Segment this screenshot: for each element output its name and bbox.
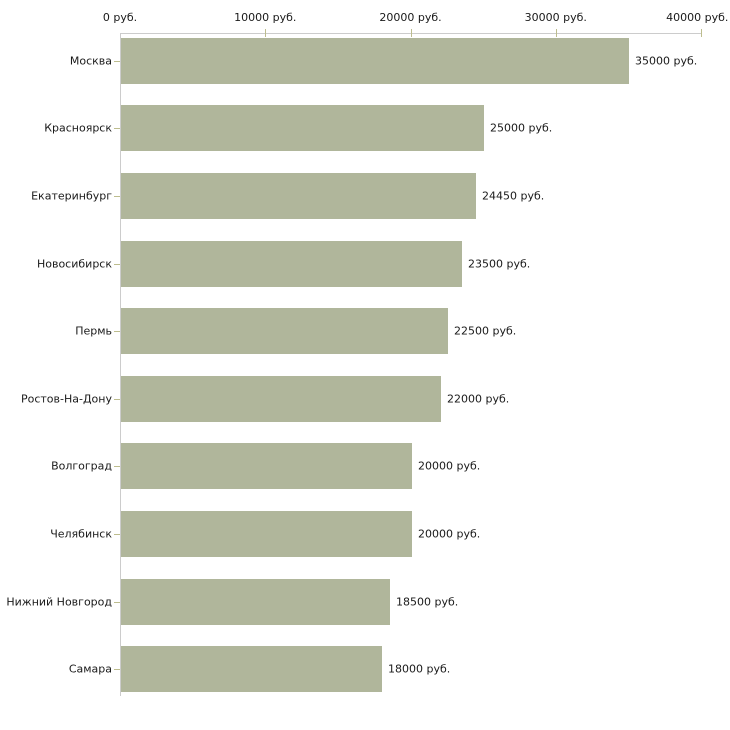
category-tick-mark bbox=[114, 669, 120, 671]
category-label: Ростов-На-Дону bbox=[20, 392, 112, 406]
bar bbox=[121, 646, 382, 693]
category-tick-mark bbox=[114, 601, 120, 603]
category-tick-mark bbox=[114, 331, 120, 333]
category-tick-mark bbox=[114, 60, 120, 62]
value-label: 22500 руб. bbox=[454, 324, 517, 338]
bar bbox=[121, 37, 629, 84]
value-label: 18500 руб. bbox=[396, 595, 459, 609]
value-label: 20000 руб. bbox=[418, 527, 481, 541]
category-label: Челябинск bbox=[50, 527, 112, 541]
bar-row: Ростов-На-Дону 22000 руб. bbox=[0, 365, 730, 433]
x-tick-label: 10000 руб. bbox=[234, 11, 297, 24]
category-label: Волгоград bbox=[51, 459, 112, 473]
value-label: 35000 руб. bbox=[635, 54, 698, 68]
value-label: 24450 руб. bbox=[482, 189, 545, 203]
bar-row: Новосибирск 23500 руб. bbox=[0, 230, 730, 298]
x-tick-mark bbox=[555, 29, 557, 37]
bar-row: Волгоград 20000 руб. bbox=[0, 433, 730, 501]
bar bbox=[121, 578, 390, 625]
plot-area: Москва 35000 руб. Красноярск 25000 руб. … bbox=[0, 27, 730, 703]
bar-row: Екатеринбург 24450 руб. bbox=[0, 162, 730, 230]
category-tick-mark bbox=[114, 398, 120, 400]
x-tick-label: 0 руб. bbox=[102, 11, 138, 24]
category-tick-mark bbox=[114, 263, 120, 265]
x-tick-label: 20000 руб. bbox=[379, 11, 442, 24]
x-tick-label: 40000 руб. bbox=[666, 11, 729, 24]
bar bbox=[121, 510, 412, 557]
bar bbox=[121, 172, 476, 219]
x-tick-mark bbox=[265, 29, 267, 37]
bar bbox=[121, 308, 448, 355]
value-label: 18000 руб. bbox=[388, 662, 451, 676]
bar-row: Москва 35000 руб. bbox=[0, 27, 730, 95]
category-label: Красноярск bbox=[44, 121, 112, 135]
category-label: Нижний Новгород bbox=[6, 595, 112, 609]
bar-row: Челябинск 20000 руб. bbox=[0, 500, 730, 568]
bar-row: Нижний Новгород 18500 руб. bbox=[0, 568, 730, 636]
bar bbox=[121, 240, 462, 287]
value-label: 20000 руб. bbox=[418, 459, 481, 473]
x-tick-mark bbox=[410, 29, 412, 37]
bar bbox=[121, 105, 484, 152]
bar-row: Красноярск 25000 руб. bbox=[0, 95, 730, 163]
category-label: Новосибирск bbox=[36, 257, 112, 271]
bar bbox=[121, 443, 412, 490]
category-label: Екатеринбург bbox=[31, 189, 112, 203]
x-tick-label: 30000 руб. bbox=[524, 11, 587, 24]
category-label: Москва bbox=[69, 54, 112, 68]
value-label: 22000 руб. bbox=[447, 392, 510, 406]
category-tick-mark bbox=[114, 466, 120, 468]
category-label: Самара bbox=[68, 662, 112, 676]
bar-row: Пермь 22500 руб. bbox=[0, 297, 730, 365]
category-tick-mark bbox=[114, 195, 120, 197]
x-tick-mark bbox=[701, 29, 702, 37]
value-label: 23500 руб. bbox=[468, 257, 531, 271]
bar bbox=[121, 375, 441, 422]
category-label: Пермь bbox=[75, 324, 112, 338]
value-label: 25000 руб. bbox=[490, 121, 553, 135]
category-tick-mark bbox=[114, 533, 120, 535]
y-axis-line bbox=[120, 33, 121, 696]
bar-row: Самара 18000 руб. bbox=[0, 635, 730, 703]
category-tick-mark bbox=[114, 128, 120, 130]
